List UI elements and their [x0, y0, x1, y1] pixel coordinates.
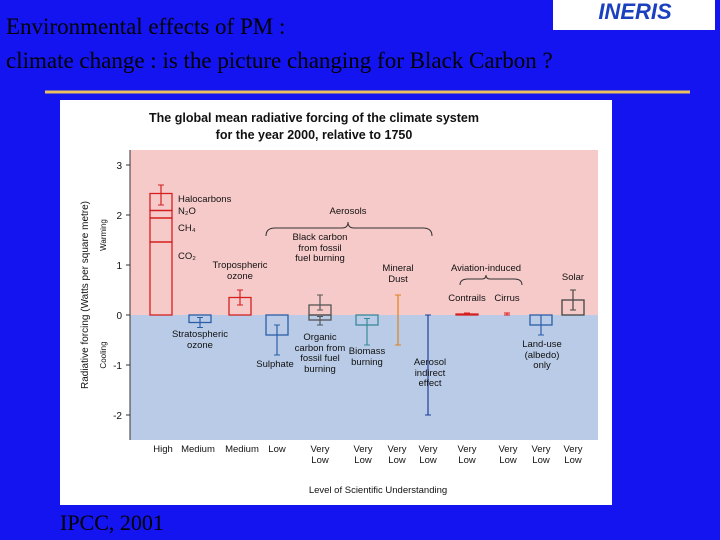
forcing-label: Organic carbon from fossil fuel burning: [294, 332, 346, 375]
logo: INERIS: [598, 0, 672, 24]
y-tick-label: -1: [113, 361, 122, 372]
losu-label: Very Low: [498, 444, 518, 466]
cooling-region: [130, 315, 598, 440]
forcing-label: Biomass burning: [348, 346, 386, 368]
x-axis-label: Level of Scientific Understanding: [308, 485, 448, 496]
y-tick-label: 3: [116, 161, 122, 172]
losu-label: High: [153, 444, 173, 455]
annotation: Aerosols: [329, 206, 367, 217]
chart-title: The global mean radiative forcing of the…: [149, 111, 479, 125]
ghg-label: CO₂: [178, 251, 196, 262]
forcing-label: Stratospheric ozone: [172, 329, 228, 351]
brace: [459, 274, 523, 286]
losu-label: Low: [268, 444, 286, 455]
logo-box: [553, 0, 715, 30]
source: IPCC, 2001: [60, 510, 164, 535]
warming-region: [130, 150, 598, 315]
forcing-label: Black carbon from fossil fuel burning: [292, 232, 348, 264]
losu-label: Very Low: [563, 444, 583, 466]
forcing-label: Solar: [561, 272, 585, 283]
forcing-label: Contrails: [448, 293, 486, 304]
forcing-label: Mineral Dust: [382, 263, 414, 285]
losu-label: Very Low: [310, 444, 330, 466]
ghg-label: Halocarbons: [178, 194, 232, 205]
slide-title: Environmental effects of PM :: [6, 14, 286, 39]
y-tick-label: 0: [116, 311, 122, 322]
ghg-label: CH₄: [178, 223, 196, 234]
y-tick-label: -2: [113, 411, 122, 422]
slide-title: climate change : is the picture changing…: [6, 48, 553, 73]
ghg-label: N₂O: [178, 206, 196, 217]
losu-label: Very Low: [457, 444, 477, 466]
forcing-label: Cirrus: [494, 293, 520, 304]
forcing-label: Sulphate: [256, 359, 294, 370]
losu-label: Very Low: [353, 444, 373, 466]
losu-label: Medium: [181, 444, 215, 455]
y-tick-label: 2: [116, 211, 122, 222]
warming-label: Warming: [99, 219, 108, 251]
chart-title: for the year 2000, relative to 1750: [216, 128, 413, 142]
y-tick-label: 1: [116, 261, 122, 272]
losu-label: Very Low: [387, 444, 407, 466]
cooling-label: Cooling: [99, 341, 108, 368]
forcing-label: Aerosol indirect effect: [413, 357, 447, 389]
y-axis-label: Radiative forcing (Watts per square metr…: [80, 201, 91, 389]
losu-label: Very Low: [418, 444, 438, 466]
forcing-label: Tropospheric ozone: [212, 260, 268, 282]
forcing-label: Land-use (albedo) only: [522, 339, 562, 371]
brace: [265, 221, 433, 237]
losu-label: Medium: [225, 444, 259, 455]
annotation: Aviation-induced: [450, 263, 522, 274]
plot: The global mean radiative forcing of the…: [80, 111, 598, 440]
losu-label: Very Low: [531, 444, 551, 466]
